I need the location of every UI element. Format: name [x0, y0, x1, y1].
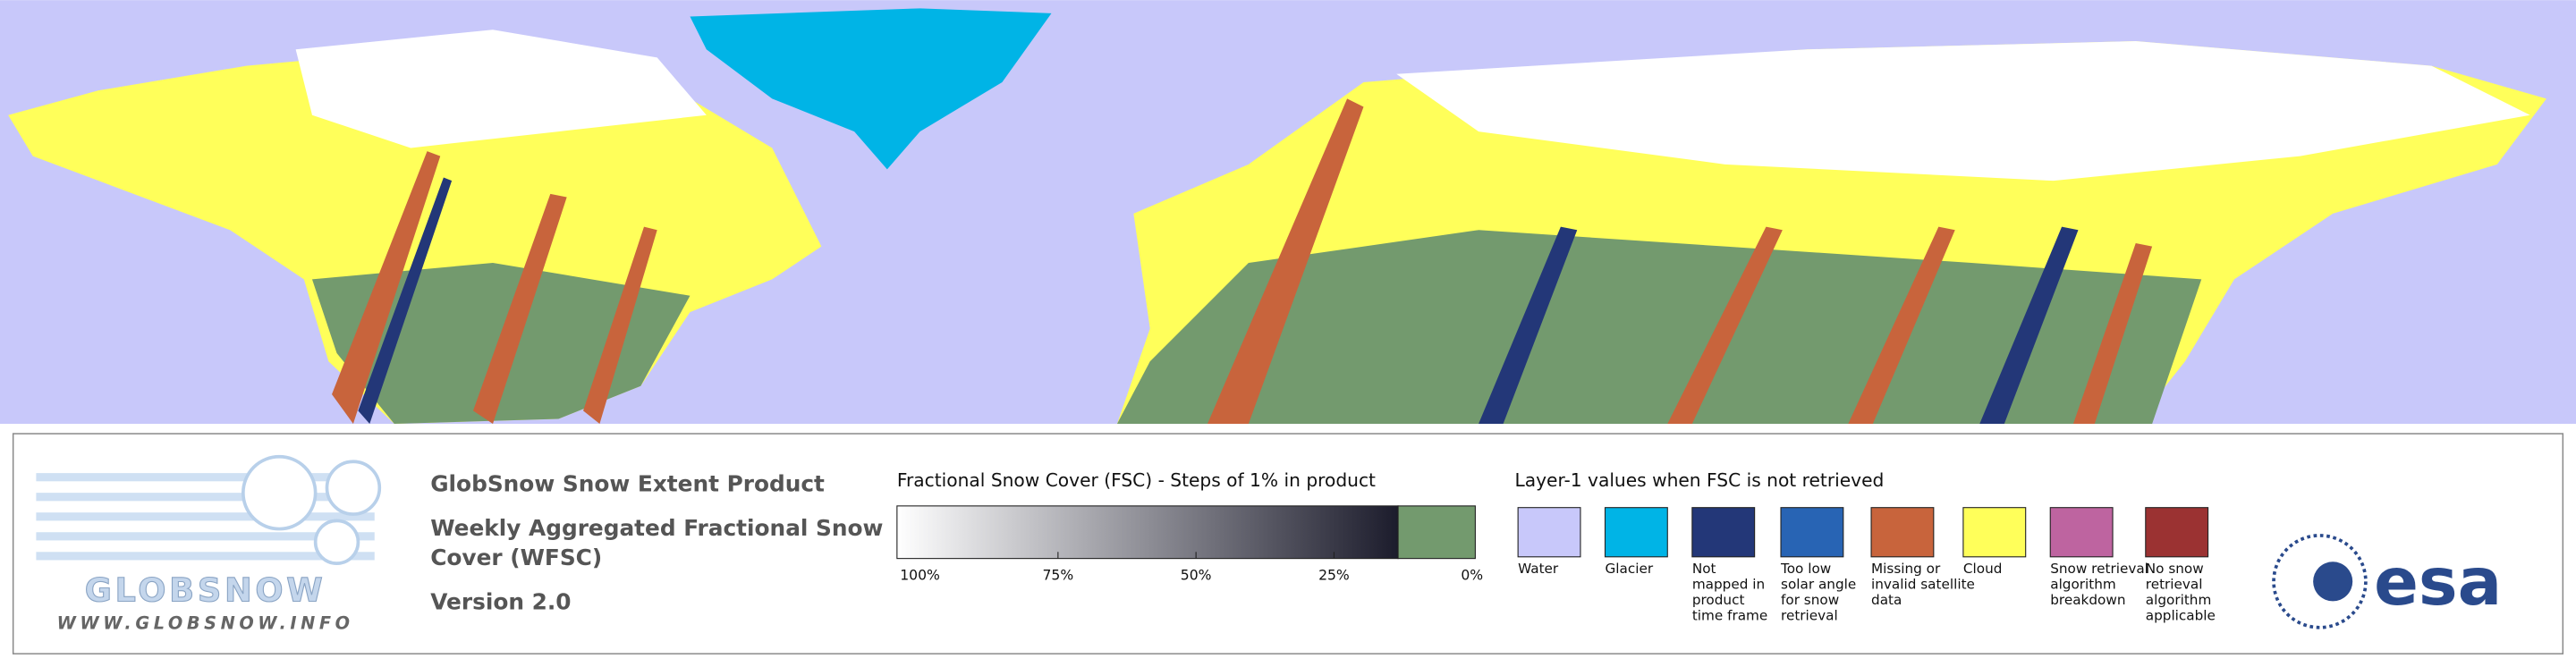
legend-label: algorithm	[2146, 592, 2212, 608]
esa-text: esa	[2374, 545, 2502, 621]
logo-stripe	[36, 512, 375, 521]
eurasia-snow	[1396, 41, 2530, 182]
legend-label: mapped in	[1692, 577, 1765, 593]
legend-swatch	[1870, 507, 1935, 558]
logo: GLOBSNOW WWW.GLOBSNOW.INFO	[36, 454, 382, 634]
snowflake	[242, 454, 318, 531]
snowflake	[313, 519, 360, 565]
swath	[332, 151, 441, 425]
legend-label: invalid satellite	[1871, 577, 1975, 593]
logo-url: WWW.GLOBSNOW.INFO	[57, 613, 354, 634]
legend-swatch	[1691, 507, 1756, 558]
legend-label: retrieval	[2146, 577, 2203, 593]
colorbar-tick-label: 0%	[1461, 568, 1483, 584]
na-snow	[295, 30, 707, 148]
legend-label: algorithm	[2050, 577, 2116, 593]
snowflake	[325, 460, 382, 516]
version: Version 2.0	[430, 589, 571, 615]
map	[0, 0, 2576, 425]
swath	[1479, 226, 1578, 425]
swath	[583, 226, 657, 425]
legend-label: No snow	[2146, 561, 2204, 577]
colorbar-tick-label: 75%	[1043, 568, 1074, 584]
esa-mark	[2313, 561, 2353, 602]
swath	[2072, 242, 2153, 425]
legend-label: applicable	[2146, 608, 2216, 624]
product-title: GlobSnow Snow Extent Product	[430, 470, 825, 496]
legend-label: data	[1871, 592, 1902, 608]
legend-label: breakdown	[2050, 592, 2125, 608]
logo-stripe	[36, 532, 375, 541]
legend-swatch	[2049, 507, 2114, 558]
legend-label: solar angle	[1781, 577, 1856, 593]
greenland	[690, 8, 1052, 170]
esa-logo: esa	[2272, 534, 2502, 629]
legend-swatch	[2145, 507, 2209, 558]
legend-swatch	[1517, 507, 1581, 558]
swath	[358, 177, 453, 425]
logo-stripe	[36, 473, 375, 482]
legend-label: Glacier	[1605, 561, 1653, 577]
colorbar-title: Fractional Snow Cover (FSC) - Steps of 1…	[897, 469, 1376, 491]
swath	[1208, 98, 1364, 425]
logo-name: GLOBSNOW	[85, 570, 326, 609]
swath	[1979, 226, 2079, 425]
legend-label: Cloud	[1963, 561, 2003, 577]
subtitle: Weekly Aggregated Fractional Snow	[430, 515, 883, 541]
swath	[1667, 226, 1783, 425]
colorbar-tick-label: 25%	[1318, 568, 1350, 584]
legend-swatch	[1604, 507, 1668, 558]
swaths	[332, 98, 2153, 425]
legend-label: Too low	[1780, 561, 1831, 577]
legend-label: Not	[1692, 561, 1716, 577]
legend-label: Water	[1518, 561, 1559, 577]
legend-label: Missing or	[1871, 561, 1941, 577]
legend-label: for snow	[1781, 592, 1839, 608]
legend-swatch	[1962, 507, 2027, 558]
colorbar-zero	[1397, 505, 1476, 560]
legend-label: time frame	[1692, 608, 1767, 624]
subtitle: Cover (WFSC)	[430, 545, 602, 570]
legend-swatch	[1780, 507, 1844, 558]
colorbar-tick-label: 100%	[900, 568, 940, 584]
legend-label: Snow retrieval	[2050, 561, 2148, 577]
layer1-title: Layer-1 values when FSC is not retrieved	[1514, 469, 1884, 491]
esa-mark	[2272, 534, 2368, 629]
swath	[1848, 226, 1955, 425]
logo-stripe	[36, 493, 375, 502]
legend-label: retrieval	[1781, 608, 1838, 624]
colorbar-tick-label: 50%	[1181, 568, 1212, 584]
colorbar	[896, 505, 1399, 560]
legend-label: product	[1692, 592, 1745, 608]
swath	[472, 193, 567, 425]
logo-stripe	[36, 552, 375, 561]
